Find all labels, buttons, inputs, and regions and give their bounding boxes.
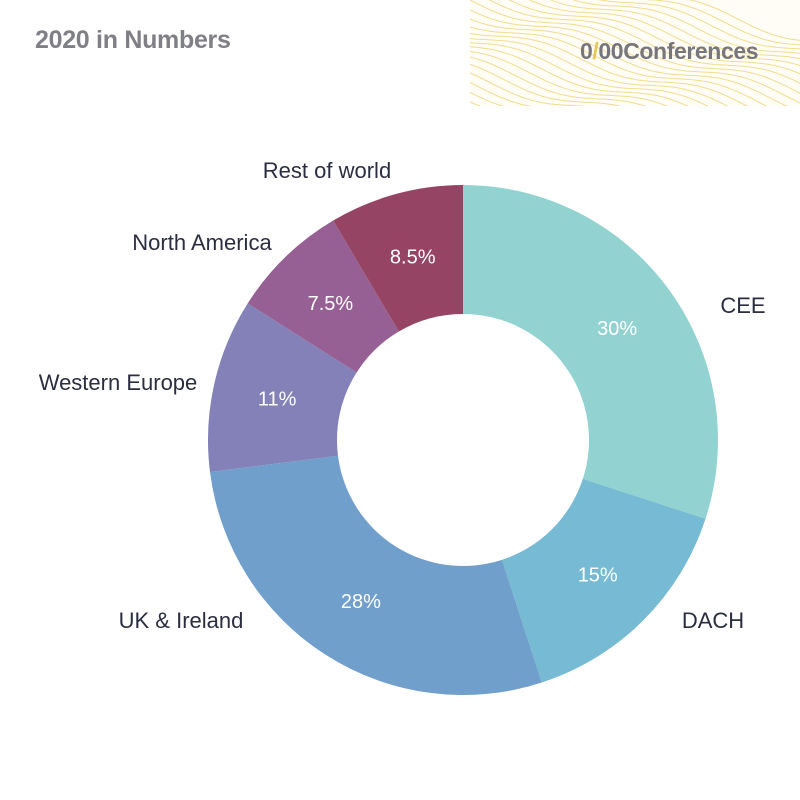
wave-line [470,46,689,106]
wave-line [470,33,748,106]
category-label: Rest of world [263,158,391,183]
wave-line [470,18,788,106]
category-label: DACH [682,608,744,633]
category-label: UK & Ireland [119,608,244,633]
category-label: North America [132,230,272,255]
wave-line [470,38,729,106]
slice-dach [501,478,706,683]
slice-cee [463,185,719,519]
wave-line [470,26,768,106]
wave-line [470,0,800,94]
value-label: 8.5% [390,246,436,268]
wave-line [470,51,668,106]
conference-logo: 0/00Conferences [580,38,759,65]
logo-slash: / [592,38,599,64]
wave-line [470,63,622,106]
page-title: 2020 in Numbers [35,26,231,54]
value-label: 11% [258,388,297,410]
slice-uk-ireland [210,455,542,695]
logo-text-end: 00Conferences [598,38,759,64]
slice-north-america [247,220,399,373]
category-label: Western Europe [39,370,198,395]
wave-line [470,9,800,104]
value-label: 7.5% [308,293,354,315]
wave-pattern-decoration [470,0,800,106]
wave-line [688,0,800,41]
wave-line [470,72,587,106]
slice-rest-of-world [333,185,463,332]
value-label: 15% [578,565,618,587]
category-label: CEE [720,293,765,318]
slice-western-europe [207,303,357,472]
wave-line [470,56,647,106]
wave-line [571,0,800,54]
wave-line [645,0,800,46]
brand-banner [470,0,800,106]
logo-text-start: 0 [580,38,593,64]
wave-line [598,0,800,50]
value-label: 30% [597,318,637,340]
wave-line [549,0,800,60]
wave-line [470,42,709,106]
wave-line [508,0,800,75]
wave-line [528,0,800,66]
wave-line [470,81,533,106]
wave-line [488,0,800,84]
value-label: 28% [341,591,381,613]
